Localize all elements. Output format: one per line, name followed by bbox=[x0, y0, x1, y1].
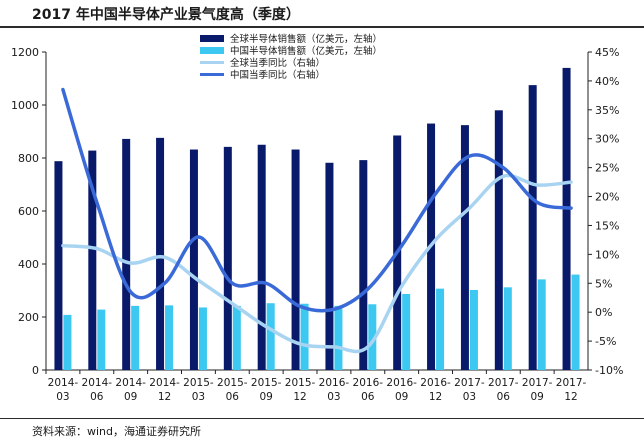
x-tick-label-year: 2016- bbox=[319, 377, 350, 389]
x-tick-label-year: 2017- bbox=[488, 377, 519, 389]
x-tick-label-quarter: 06 bbox=[90, 391, 104, 403]
x-tick-label-year: 2017- bbox=[522, 377, 553, 389]
x-tick-label-quarter: 09 bbox=[531, 391, 544, 403]
x-tick-label-year: 2014- bbox=[48, 377, 79, 389]
x-tick-label-year: 2015- bbox=[183, 377, 214, 389]
x-tick-label-year: 2014- bbox=[82, 377, 113, 389]
line-global-yoy bbox=[61, 173, 573, 354]
y-left-tick-label: 200 bbox=[18, 311, 39, 324]
bar-global-sales bbox=[88, 150, 97, 370]
x-tick-label-quarter: 12 bbox=[564, 391, 577, 403]
bar-global-sales bbox=[494, 110, 503, 371]
y-right-tick-label: 25% bbox=[595, 162, 619, 175]
bar-global-sales bbox=[156, 137, 165, 370]
bar-global-sales bbox=[562, 67, 571, 371]
x-tick-label-quarter: 09 bbox=[124, 391, 137, 403]
bar-china-sales bbox=[436, 288, 445, 370]
legend-label: 中国半导体销售额（亿美元，左轴） bbox=[230, 45, 382, 57]
x-tick-label-year: 2015- bbox=[251, 377, 282, 389]
title-rule bbox=[0, 26, 644, 28]
y-right-tick-label: 0% bbox=[595, 306, 612, 319]
chart-title: 2017 年中国半导体产业景气度高（季度） bbox=[32, 7, 300, 23]
x-tick-label-quarter: 09 bbox=[260, 391, 273, 403]
legend-swatch bbox=[200, 35, 224, 42]
y-left-tick-label: 1200 bbox=[11, 46, 39, 59]
bar-china-sales bbox=[63, 314, 72, 370]
legend: 全球半导体销售额（亿美元，左轴）中国半导体销售额（亿美元，左轴）全球当季同比（右… bbox=[200, 33, 382, 81]
y-left-tick-label: 800 bbox=[18, 152, 39, 165]
bar-china-sales bbox=[469, 289, 478, 370]
x-tick-label-year: 2016- bbox=[420, 377, 451, 389]
x-tick-label-year: 2016- bbox=[353, 377, 384, 389]
line-china-yoy bbox=[61, 87, 573, 313]
legend-swatch bbox=[200, 47, 224, 54]
bar-china-sales bbox=[571, 274, 580, 370]
y-left-tick-label: 1000 bbox=[11, 99, 39, 112]
x-tick-label-quarter: 09 bbox=[395, 391, 408, 403]
bar-china-sales bbox=[300, 303, 309, 370]
y-right-tick-label: 5% bbox=[595, 277, 612, 290]
x-tick-label-year: 2016- bbox=[386, 377, 417, 389]
bar-china-sales bbox=[232, 305, 241, 370]
x-tick-label-quarter: 03 bbox=[327, 391, 340, 403]
bar-global-sales bbox=[359, 160, 368, 370]
x-tick-label-quarter: 03 bbox=[192, 391, 205, 403]
bar-global-sales bbox=[122, 138, 131, 370]
bar-global-sales bbox=[528, 85, 537, 370]
bar-china-sales bbox=[368, 304, 377, 370]
y-right-tick-label: -5% bbox=[595, 335, 616, 348]
y-right-tick-label: 10% bbox=[595, 248, 619, 261]
bar-china-sales bbox=[131, 305, 140, 370]
x-tick-label-quarter: 03 bbox=[56, 391, 69, 403]
y-right-tick-label: 40% bbox=[595, 75, 619, 88]
x-tick-label-year: 2015- bbox=[217, 377, 248, 389]
y-right-tick-label: 15% bbox=[595, 219, 619, 232]
bar-global-sales bbox=[223, 146, 232, 370]
bar-china-sales bbox=[503, 287, 512, 370]
bar-global-sales bbox=[460, 125, 469, 370]
x-tick-label-year: 2014- bbox=[149, 377, 180, 389]
x-tick-label-year: 2017- bbox=[556, 377, 587, 389]
bar-global-sales bbox=[189, 149, 198, 370]
x-tick-label-quarter: 03 bbox=[463, 391, 476, 403]
y-right-tick-label: 45% bbox=[595, 46, 619, 59]
x-tick-label-year: 2015- bbox=[285, 377, 316, 389]
x-tick-label-quarter: 06 bbox=[497, 391, 511, 403]
bar-global-sales bbox=[257, 144, 266, 370]
x-tick-label-quarter: 06 bbox=[361, 391, 375, 403]
bar-china-sales bbox=[97, 309, 106, 370]
x-tick-label-year: 2014- bbox=[115, 377, 146, 389]
bar-china-sales bbox=[266, 303, 275, 370]
x-tick-label-year: 2017- bbox=[454, 377, 485, 389]
y-right-tick-label: 30% bbox=[595, 133, 619, 146]
source-note: 资料来源：wind，海通证券研究所 bbox=[32, 425, 202, 438]
bar-global-sales bbox=[291, 149, 300, 370]
x-tick-label-quarter: 06 bbox=[226, 391, 240, 403]
legend-label: 全球当季同比（右轴） bbox=[230, 57, 325, 69]
bar-china-sales bbox=[537, 279, 546, 370]
lines bbox=[61, 87, 573, 354]
bar-global-sales bbox=[325, 162, 334, 370]
bar-china-sales bbox=[402, 293, 411, 370]
x-tick-label-quarter: 12 bbox=[429, 391, 442, 403]
source-rule bbox=[0, 418, 644, 419]
y-left-tick-label: 400 bbox=[18, 258, 39, 271]
y-right-tick-label: -10% bbox=[595, 364, 623, 377]
x-tick-label-quarter: 12 bbox=[158, 391, 171, 403]
y-right-tick-label: 35% bbox=[595, 104, 619, 117]
bar-china-sales bbox=[165, 305, 174, 370]
legend-label: 中国当季同比（右轴） bbox=[230, 69, 325, 81]
tick-labels: 0 200 400 600 800 1000 1200 -10% -5% 0% 5% 10% 15% 20… bbox=[11, 46, 623, 403]
legend-label: 全球半导体销售额（亿美元，左轴） bbox=[230, 33, 382, 45]
bar-global-sales bbox=[54, 161, 63, 370]
y-left-tick-label: 600 bbox=[18, 205, 39, 218]
bars bbox=[54, 67, 580, 371]
bar-china-sales bbox=[198, 307, 207, 370]
x-tick-label-quarter: 12 bbox=[293, 391, 306, 403]
y-right-tick-label: 20% bbox=[595, 191, 619, 204]
y-left-tick-label: 0 bbox=[32, 364, 39, 377]
bar-china-sales bbox=[334, 305, 343, 370]
